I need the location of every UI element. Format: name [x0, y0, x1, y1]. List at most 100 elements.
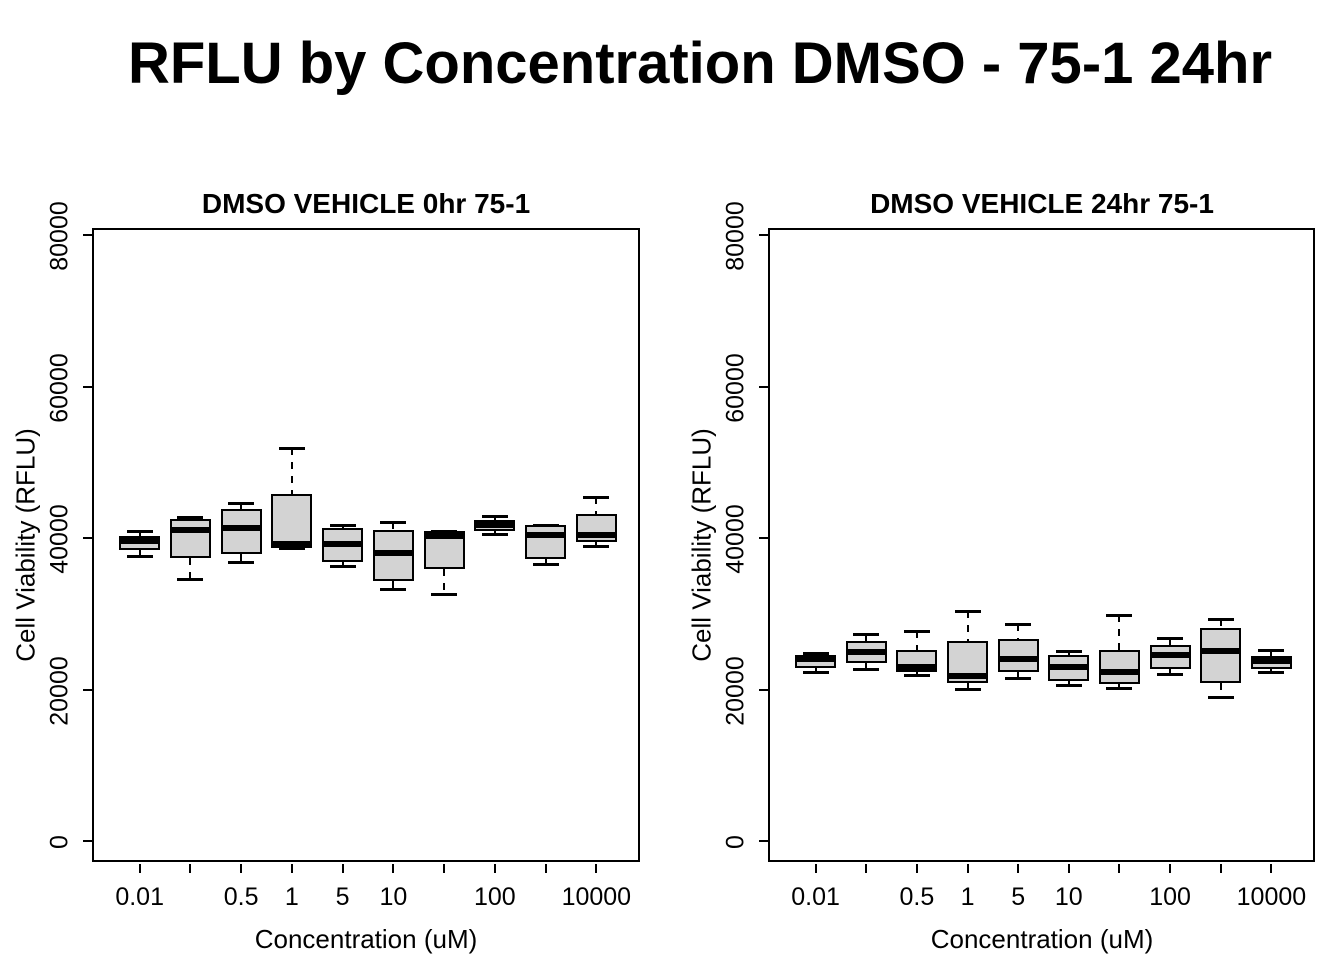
boxplot-median	[795, 656, 837, 663]
boxplot-median	[423, 533, 465, 540]
whisker-lower	[915, 671, 918, 676]
whisker-lower	[814, 667, 817, 673]
whisker-cap-lower	[1106, 686, 1133, 690]
x-axis-tick	[1169, 864, 1172, 873]
whisker-cap-upper	[177, 516, 204, 520]
whisker-cap-upper	[481, 515, 508, 519]
whisker-lower	[1169, 668, 1172, 674]
panel-title-0hr: DMSO VEHICLE 0hr 75-1	[201, 188, 531, 219]
x-axis-tick	[1017, 864, 1020, 873]
boxplot-median	[372, 549, 414, 556]
whisker-cap-lower	[532, 563, 559, 567]
x-axis-tick-label: 5	[335, 883, 350, 911]
y-axis-tick-label: 20000	[721, 655, 750, 726]
whisker-lower	[1017, 672, 1020, 678]
whisker-upper	[966, 611, 969, 642]
boxplot-median	[1048, 664, 1090, 671]
whisker-lower	[1067, 681, 1070, 686]
y-axis-tick-label: 20000	[45, 655, 74, 726]
whisker-upper	[240, 503, 243, 509]
x-axis-tick-label: 100	[1149, 883, 1191, 911]
y-axis-tick	[759, 537, 768, 540]
whisker-cap-lower	[431, 592, 458, 596]
x-axis-tick	[189, 864, 192, 873]
whisker-lower	[1118, 683, 1121, 688]
panel-title-24hr: DMSO VEHICLE 24hr 75-1	[870, 188, 1214, 219]
whisker-cap-upper	[1157, 636, 1184, 640]
x-axis-tick	[290, 864, 293, 873]
whisker-cap-lower	[177, 578, 204, 582]
whisker-cap-lower	[1005, 676, 1032, 680]
whisker-cap-lower	[1157, 672, 1184, 676]
whisker-cap-lower	[903, 674, 930, 678]
y-axis-tick	[83, 840, 92, 843]
boxplot-median	[1098, 669, 1140, 676]
whisker-cap-upper	[380, 521, 407, 525]
boxplot-box	[997, 639, 1039, 673]
whisker-cap-lower	[802, 671, 829, 675]
whisker-lower	[544, 558, 547, 565]
y-axis-tick-label: 40000	[721, 504, 750, 574]
whisker-lower	[443, 569, 446, 594]
whisker-upper	[138, 530, 141, 536]
whisker-cap-lower	[853, 667, 880, 671]
whisker-lower	[1219, 682, 1222, 698]
x-axis-tick-label: 10	[379, 883, 408, 911]
x-axis-tick	[544, 864, 547, 873]
x-axis-tick	[1067, 864, 1070, 873]
whisker-cap-lower	[481, 532, 508, 536]
x-axis-tick	[865, 864, 868, 873]
x-axis-tick-label: 10000	[561, 883, 632, 911]
boxplot-median	[322, 540, 364, 547]
boxplot-median	[1200, 648, 1242, 655]
whisker-upper	[865, 633, 868, 642]
whisker-cap-upper	[1005, 622, 1032, 626]
whisker-lower	[240, 554, 243, 562]
x-axis-tick-label: 10000	[1236, 883, 1307, 911]
whisker-upper	[1219, 618, 1222, 628]
whisker-cap-upper	[1055, 650, 1082, 654]
whisker-cap-lower	[1055, 684, 1082, 688]
whisker-lower	[189, 557, 192, 580]
x-axis-tick-label: 1	[960, 883, 975, 911]
boxplot-median	[1250, 657, 1292, 664]
whisker-cap-lower	[1258, 671, 1285, 675]
whisker-upper	[290, 448, 293, 495]
y-axis-tick	[759, 234, 768, 237]
boxplot-box	[271, 494, 313, 549]
whisker-cap-lower	[954, 688, 981, 692]
x-axis-tick-label: 0.5	[899, 883, 935, 911]
boxplot-median	[845, 648, 887, 655]
y-axis-tick	[83, 688, 92, 691]
whisker-lower	[595, 542, 598, 546]
boxplot-median	[896, 664, 938, 671]
boxplot-box	[525, 524, 567, 559]
whisker-upper	[1118, 614, 1121, 651]
whisker-cap-lower	[329, 564, 356, 568]
boxplot-median	[1149, 651, 1191, 658]
x-axis-tick	[595, 864, 598, 873]
y-axis-tick	[83, 234, 92, 237]
whisker-cap-upper	[903, 630, 930, 634]
whisker-cap-lower	[278, 547, 305, 551]
whisker-cap-upper	[329, 524, 356, 528]
whisker-lower	[966, 682, 969, 689]
boxplot-median	[271, 540, 313, 547]
y-axis-tick-label: 0	[721, 835, 750, 849]
whisker-cap-upper	[1106, 613, 1133, 617]
whisker-upper	[1270, 650, 1273, 656]
whisker-cap-upper	[853, 632, 880, 636]
x-axis-tick	[341, 864, 344, 873]
x-axis-tick	[814, 864, 817, 873]
y-axis-tick-label: 80000	[45, 201, 74, 271]
x-axis-tick-label: 1	[284, 883, 299, 911]
x-axis-tick	[240, 864, 243, 873]
whisker-cap-upper	[954, 610, 981, 613]
whisker-cap-lower	[380, 588, 407, 592]
y-axis-tick-label: 40000	[45, 504, 74, 574]
whisker-lower	[1270, 668, 1273, 673]
boxplot-median	[575, 532, 617, 539]
y-axis-tick	[759, 688, 768, 691]
whisker-cap-lower	[228, 560, 255, 564]
